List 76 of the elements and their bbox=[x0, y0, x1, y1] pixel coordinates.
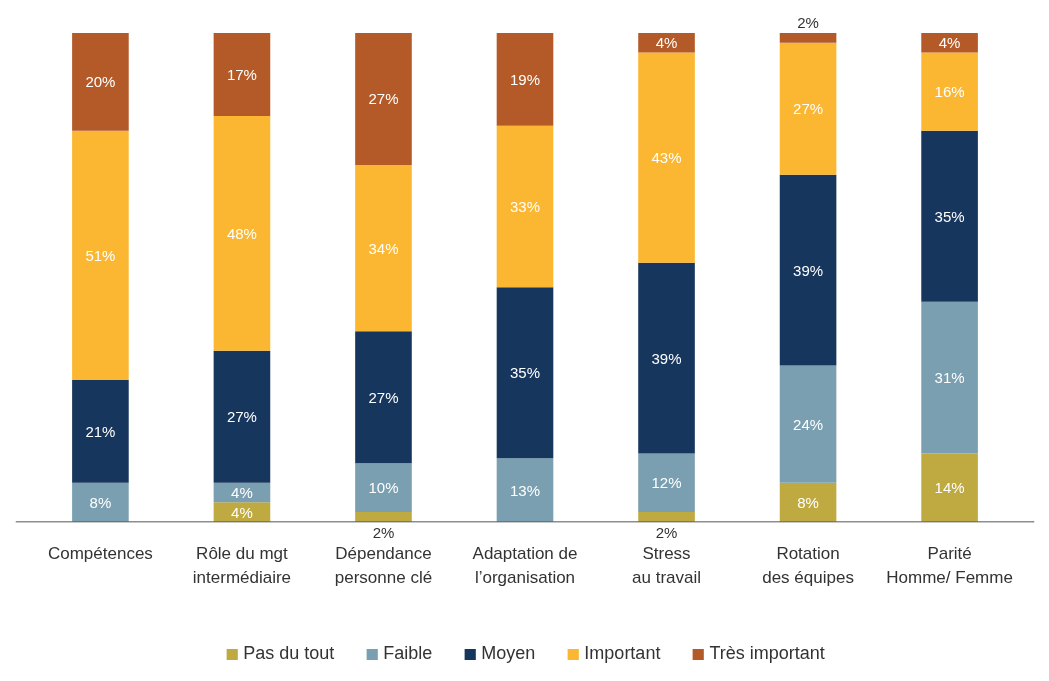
bar bbox=[72, 380, 129, 483]
data-label: 35% bbox=[934, 207, 965, 225]
data-label: 20% bbox=[85, 73, 116, 91]
data-label: 27% bbox=[793, 100, 824, 118]
data-label: 51% bbox=[85, 246, 116, 264]
bar bbox=[638, 262, 695, 454]
bar bbox=[213, 350, 271, 483]
x-tick-label: Dépendance personne clé bbox=[334, 543, 433, 587]
data-label: 21% bbox=[85, 422, 116, 440]
bar bbox=[496, 32, 554, 126]
data-label: 31% bbox=[934, 369, 965, 387]
bar bbox=[779, 365, 837, 483]
bar bbox=[921, 453, 978, 522]
bar bbox=[638, 32, 695, 53]
bar bbox=[355, 331, 412, 464]
data-label: 34% bbox=[368, 239, 399, 257]
data-label: 27% bbox=[226, 408, 257, 426]
bar bbox=[213, 32, 271, 117]
data-label: 4% bbox=[231, 503, 253, 521]
bar bbox=[355, 463, 412, 513]
data-label: 43% bbox=[651, 149, 682, 167]
bar bbox=[779, 174, 837, 366]
bar bbox=[779, 42, 837, 175]
data-label: 35% bbox=[509, 364, 541, 382]
bar bbox=[496, 125, 554, 288]
data-label: 2% bbox=[372, 524, 395, 542]
bar bbox=[72, 32, 129, 131]
data-label: 19% bbox=[509, 70, 541, 88]
bar bbox=[921, 130, 978, 302]
bar bbox=[72, 482, 129, 522]
data-label: 27% bbox=[368, 388, 399, 406]
bar bbox=[213, 116, 271, 351]
x-tick-label: Rotation des équipes bbox=[762, 543, 854, 587]
data-label: 13% bbox=[509, 481, 541, 499]
bar bbox=[638, 512, 695, 522]
data-label: 14% bbox=[934, 479, 965, 497]
x-tick-label: Rôle du mgt intermédiaire bbox=[192, 543, 292, 587]
bar bbox=[496, 458, 554, 522]
data-label: 16% bbox=[934, 83, 965, 101]
legend-label: Moyen bbox=[481, 643, 536, 664]
data-label: 10% bbox=[368, 479, 399, 497]
data-label: 8% bbox=[89, 493, 112, 511]
bar bbox=[779, 482, 837, 522]
data-label: 2% bbox=[797, 13, 819, 31]
x-tick-label: Stress au travail bbox=[632, 543, 702, 587]
data-label: 12% bbox=[651, 474, 682, 492]
bar bbox=[355, 32, 412, 165]
data-label: 4% bbox=[655, 34, 678, 52]
bar bbox=[921, 52, 978, 131]
bar bbox=[638, 453, 695, 513]
data-label: 27% bbox=[368, 90, 399, 108]
data-label: 48% bbox=[226, 224, 257, 242]
bar bbox=[355, 512, 412, 522]
bar bbox=[355, 164, 412, 332]
bar bbox=[496, 287, 554, 459]
legend-label: Important bbox=[584, 643, 661, 664]
data-label: 8% bbox=[797, 493, 819, 511]
data-label: 39% bbox=[651, 349, 682, 367]
x-tick-label: Compétences bbox=[47, 543, 153, 563]
bar bbox=[921, 301, 978, 454]
bar bbox=[921, 32, 978, 53]
bar bbox=[638, 52, 695, 263]
data-label: 39% bbox=[793, 261, 824, 279]
legend-label: Pas du tout bbox=[243, 643, 335, 664]
bar bbox=[779, 32, 837, 43]
x-tick-label: Adaptation de l’organisation bbox=[472, 543, 578, 587]
data-label: 4% bbox=[938, 34, 961, 52]
data-label: 33% bbox=[509, 198, 541, 215]
data-label: 2% bbox=[655, 524, 678, 542]
data-label: 17% bbox=[226, 66, 257, 83]
data-label: 4% bbox=[231, 484, 253, 501]
legend-label: Très important bbox=[709, 643, 825, 664]
x-tick-label: Parité Homme/ Femme bbox=[886, 543, 1013, 587]
data-label: 24% bbox=[793, 415, 824, 433]
bar bbox=[72, 130, 129, 381]
legend-label: Faible bbox=[383, 643, 433, 664]
